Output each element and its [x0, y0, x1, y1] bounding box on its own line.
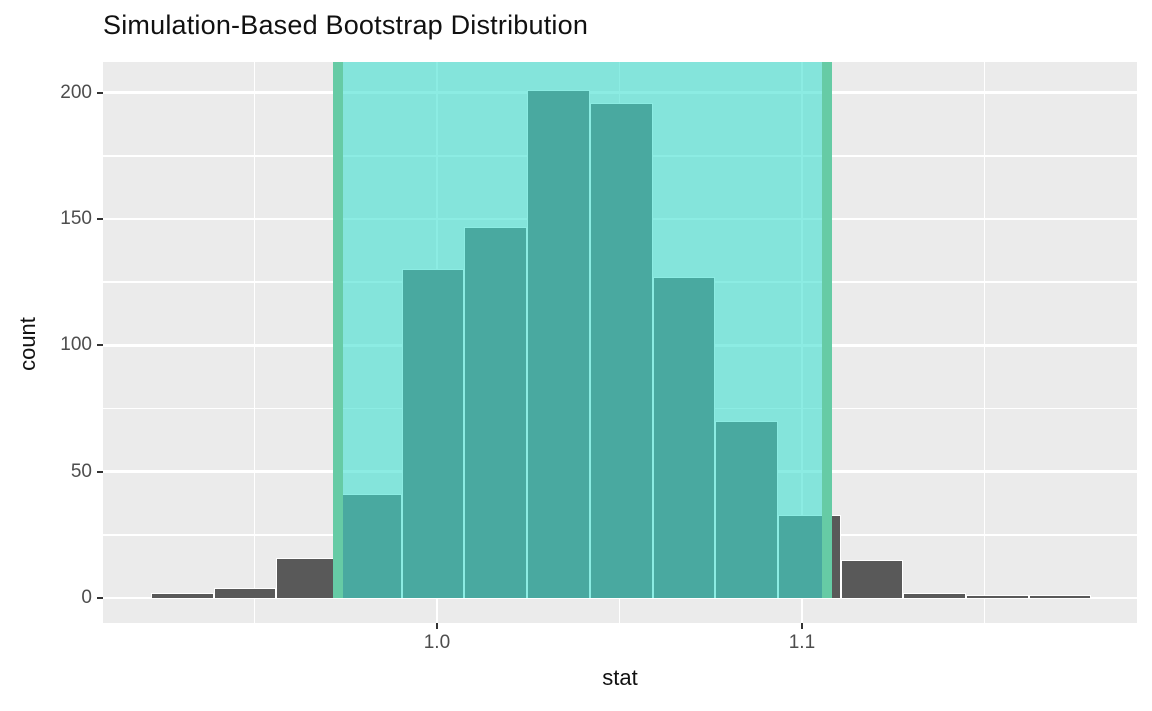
- histogram-bar: [276, 557, 340, 598]
- ci-shade-region: [338, 62, 828, 598]
- y-tick-mark: [97, 470, 103, 473]
- y-tick-mark: [97, 596, 103, 599]
- histogram-bar: [1028, 595, 1092, 598]
- y-tick-label: 150: [60, 207, 92, 229]
- gridline-major-horizontal: [103, 596, 1137, 600]
- histogram-bar: [213, 587, 277, 598]
- histogram-bar: [966, 595, 1029, 598]
- y-tick-label: 100: [60, 334, 92, 356]
- histogram-bar: [150, 592, 214, 598]
- gridline-minor-vertical: [253, 62, 256, 623]
- plot-title: Simulation-Based Bootstrap Distribution: [103, 10, 589, 40]
- y-tick-label: 200: [60, 81, 92, 103]
- histogram-bar: [903, 592, 966, 598]
- x-tick-label: 1.0: [423, 632, 451, 653]
- gridline-minor-vertical: [983, 62, 986, 623]
- x-tick-label: 1.1: [788, 632, 816, 653]
- ci-lower-line: [333, 62, 344, 598]
- plot-panel: [103, 62, 1137, 623]
- ci-upper-line: [822, 62, 833, 598]
- x-tick-mark: [800, 623, 803, 629]
- histogram-bar: [840, 560, 904, 598]
- y-tick-mark: [97, 217, 103, 220]
- y-tick-label: 0: [81, 586, 92, 608]
- y-tick-mark: [97, 344, 103, 347]
- x-tick-mark: [435, 623, 438, 629]
- x-axis-title: stat: [602, 665, 638, 690]
- y-tick-label: 50: [70, 460, 92, 482]
- y-tick-mark: [97, 91, 103, 94]
